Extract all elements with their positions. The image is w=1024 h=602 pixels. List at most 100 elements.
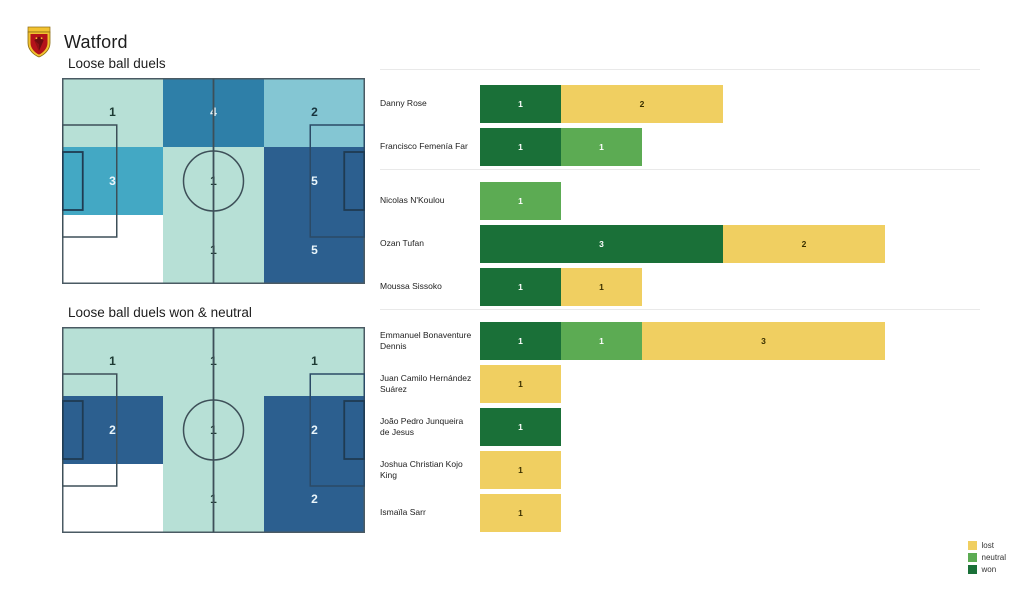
pitch-cell-8: 2: [264, 464, 365, 533]
pitch-cell-value: 2: [311, 422, 318, 437]
bar-row-francisco-femenia[interactable]: Francisco Femenía Far 1 1: [380, 125, 642, 168]
pitch-cell-value: 1: [210, 242, 217, 257]
pitch-cell-0: 1: [62, 78, 163, 147]
pitch-cell-value: 1: [109, 105, 116, 120]
bar-segment-lost[interactable]: 2: [561, 84, 723, 123]
loose-ball-duels-won-neutral-pitch: 1 1 1 2 1 2 1 2: [62, 327, 365, 533]
pitch-cell-5: 5: [264, 146, 365, 216]
legend-swatch-won: [967, 565, 977, 574]
bar-segment-neutral[interactable]: 1: [561, 127, 642, 166]
bar-segment-won[interactable]: 1: [480, 407, 561, 446]
legend-label: lost: [981, 541, 994, 550]
bar-segment-lost[interactable]: 3: [642, 321, 885, 360]
bar-row-label: Emmanuel Bonaventure Dennis: [380, 329, 472, 351]
bar-segment-won[interactable]: 1: [480, 267, 561, 306]
pitch-cell-4: 1: [163, 395, 264, 465]
loose-ball-duels-panel: Loose ball duels 1 4 2 3 1 5 1 5: [62, 56, 365, 284]
loose-ball-duels-won-neutral-panel: Loose ball duels won & neutral 1 1 1 2 1 2 1 2: [62, 305, 365, 533]
bar-row-label: Joshua Christian Kojo King: [380, 458, 463, 480]
legend-item-neutral[interactable]: neutral: [967, 553, 1006, 562]
legend-label: won: [981, 565, 997, 574]
bar-segment-lost[interactable]: 1: [480, 493, 561, 532]
chart-legend: lost neutral won: [967, 541, 1006, 574]
legend-swatch-neutral: [967, 553, 977, 562]
legend-label: neutral: [981, 553, 1006, 562]
pitch-cell-7: 1: [163, 215, 264, 284]
pitch-cell-4: 1: [163, 146, 264, 216]
pitch-cell-value: 1: [109, 354, 116, 369]
bar-segment-lost[interactable]: 2: [723, 224, 885, 263]
bar-track: 1: [480, 364, 561, 403]
loose-ball-duels-pitch: 1 4 2 3 1 5 1 5: [62, 78, 365, 284]
bar-row-nicolas-nkoulou[interactable]: Nicolas N'Koulou 1: [380, 179, 561, 222]
bar-row-emmanuel-dennis[interactable]: Emmanuel Bonaventure Dennis 1 1 3: [380, 319, 885, 362]
pitch-cell-2: 1: [264, 327, 365, 396]
group-separator-2: [380, 309, 980, 310]
bar-row-ozan-tufan[interactable]: Ozan Tufan 3 2: [380, 222, 885, 265]
bar-segment-lost[interactable]: 1: [480, 450, 561, 489]
bar-segment-won[interactable]: 1: [480, 84, 561, 123]
pitch-cell-value: 1: [210, 173, 217, 188]
bar-track: 1: [480, 493, 561, 532]
pitch-title-1: Loose ball duels: [68, 56, 166, 71]
loose-ball-duels-bar-chart: Danny Rose 1 2 Francisco Femenía Far 1 1 Nicol…: [380, 60, 1000, 540]
bar-track: 1: [480, 450, 561, 489]
bar-segment-neutral[interactable]: 1: [561, 321, 642, 360]
pitch-cell-grid: 1 4 2 3 1 5 1 5: [62, 78, 365, 284]
pitch-cell-grid: 1 1 1 2 1 2 1 2: [62, 327, 365, 533]
bar-row-juan-hernandez[interactable]: Juan Camilo Hernández Suárez 1: [380, 362, 561, 405]
bar-row-danny-rose[interactable]: Danny Rose 1 2: [380, 82, 723, 125]
legend-item-lost[interactable]: lost: [967, 541, 1006, 550]
pitch-cell-2: 2: [264, 78, 365, 147]
pitch-cell-7: 1: [163, 464, 264, 533]
bar-segment-neutral[interactable]: 1: [480, 181, 561, 220]
legend-item-won[interactable]: won: [967, 565, 1006, 574]
bar-row-label: Ismaïla Sarr: [380, 507, 426, 517]
pitch-title-2: Loose ball duels won & neutral: [68, 305, 252, 320]
pitch-cell-value: 1: [311, 354, 318, 369]
pitch-cell-value: 4: [210, 105, 217, 120]
pitch-cell-value: 1: [210, 491, 217, 506]
bar-row-moussa-sissoko[interactable]: Moussa Sissoko 1 1: [380, 265, 642, 308]
bar-row-label: Juan Camilo Hernández Suárez: [380, 372, 472, 394]
pitch-cell-8: 5: [264, 215, 365, 284]
pitch-cell-3: 2: [62, 395, 163, 465]
bar-row-label: Ozan Tufan: [380, 238, 424, 248]
bar-segment-lost[interactable]: 1: [480, 364, 561, 403]
pitch-cell-3: 3: [62, 146, 163, 216]
pitch-cell-0: 1: [62, 327, 163, 396]
bar-segment-lost[interactable]: 1: [561, 267, 642, 306]
pitch-cell-value: 5: [311, 242, 318, 257]
pitch-cell-value: 3: [109, 173, 116, 188]
bar-track: 1: [480, 181, 561, 220]
bar-segment-won[interactable]: 3: [480, 224, 723, 263]
pitch-cell-1: 1: [163, 327, 264, 396]
bar-row-ismaila-sarr[interactable]: Ismaïla Sarr 1: [380, 491, 561, 534]
pitch-cell-value: 2: [109, 422, 116, 437]
pitch-cell-value: 2: [311, 491, 318, 506]
legend-swatch-lost: [967, 541, 977, 550]
bar-row-joshua-king[interactable]: Joshua Christian Kojo King 1: [380, 448, 561, 491]
bar-track: 1: [480, 407, 561, 446]
pitch-cell-value: 1: [210, 354, 217, 369]
pitch-cell-1: 4: [163, 78, 264, 147]
pitch-cell-6: [62, 215, 163, 284]
bar-row-joao-pedro[interactable]: João Pedro Junqueira de Jesus 1: [380, 405, 561, 448]
pitch-cell-value: 5: [311, 173, 318, 188]
pitch-cell-value: 1: [210, 422, 217, 437]
bar-row-label: João Pedro Junqueira de Jesus: [380, 415, 464, 437]
pitch-cell-6: [62, 464, 163, 533]
bar-row-label: Danny Rose: [380, 98, 427, 108]
pitch-cell-value: 2: [311, 105, 318, 120]
team-name: Watford: [64, 31, 128, 52]
group-separator-0: [380, 69, 980, 70]
bar-row-label: Francisco Femenía Far: [380, 141, 468, 151]
pitch-cell-5: 2: [264, 395, 365, 465]
bar-segment-won[interactable]: 1: [480, 127, 561, 166]
bar-segment-won[interactable]: 1: [480, 321, 561, 360]
